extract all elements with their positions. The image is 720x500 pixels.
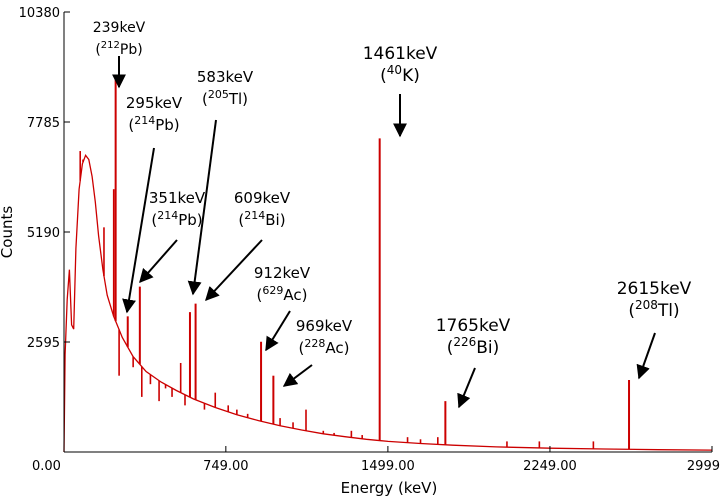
peak-energy-label-9: 2615keV [617, 279, 692, 299]
isotope-mass-number: 205 [208, 88, 229, 101]
isotope-mass-number: 208 [635, 298, 658, 312]
x-tick-label: 749.00 [203, 459, 249, 474]
peak-energy-label-5: 912keV [254, 264, 311, 282]
peak-arrow-8 [457, 367, 476, 409]
peak-energy-label-7: 1461keV [363, 44, 438, 64]
peak-isotope-label-7: (40K) [380, 63, 420, 86]
isotope-element: Ac) [283, 286, 307, 304]
peak-isotope-label-2: (214Pb) [151, 209, 202, 229]
isotope-element: Bi) [265, 211, 285, 229]
peak-arrow-2 [139, 239, 178, 284]
isotope-element: Pb) [178, 211, 202, 229]
isotope-element: Pb) [155, 116, 179, 134]
peak-isotope-label-8: (226Bi) [447, 335, 500, 358]
isotope-mass-number: 40 [387, 63, 402, 77]
peak-arrow-9 [636, 332, 656, 380]
peak-energy-label-4: 609keV [234, 189, 291, 207]
isotope-mass-number: 629 [262, 284, 283, 297]
peak-isotope-label-3: (205Tl) [202, 88, 248, 108]
isotope-mass-number: 214 [134, 114, 155, 127]
isotope-element: Ac) [325, 339, 349, 357]
x-tick-label: 2999 [687, 459, 720, 474]
peak-isotope-label-1: (214Pb) [128, 114, 179, 134]
x-axis-title: Energy (keV) [341, 479, 438, 497]
peak-energy-label-3: 583keV [197, 68, 254, 86]
isotope-mass-number: 212 [101, 40, 120, 51]
peak-energy-label-6: 969keV [296, 317, 353, 335]
peak-energy-label-0: 239keV [93, 20, 146, 36]
peak-isotope-label-4: (214Bi) [238, 209, 285, 229]
y-tick-label: 10380 [19, 6, 60, 21]
peak-arrow-1 [122, 147, 155, 314]
isotope-element: Pb) [120, 42, 143, 58]
peak-arrow-5 [265, 310, 291, 352]
isotope-element: Bi) [476, 338, 499, 358]
spectrum-layer [63, 78, 713, 453]
y-tick-label: 5190 [27, 226, 60, 241]
peak-isotope-label-0: (212Pb) [95, 40, 142, 58]
peak-isotope-label-9: (208Tl) [628, 298, 679, 321]
axes-layer: 0.00 749.00 1499.00 2249.00 2999 2595 5190 7785… [19, 6, 720, 474]
isotope-element: Tl) [657, 301, 680, 321]
isotope-mass-number: 226 [453, 335, 476, 349]
peak-energy-label-2: 351keV [149, 189, 206, 207]
x-tick-label: 2249.00 [523, 459, 577, 474]
isotope-mass-number: 214 [157, 209, 178, 222]
peak-isotope-label-6: (228Ac) [299, 337, 350, 357]
x-tick-label: 0.00 [32, 459, 61, 474]
peak-arrow-4 [205, 239, 263, 302]
peak-energy-label-8: 1765keV [436, 316, 511, 336]
isotope-element: Tl) [228, 90, 248, 108]
y-tick-label: 7785 [27, 116, 60, 131]
peak-energy-label-1: 295keV [126, 94, 183, 112]
isotope-mass-number: 228 [304, 337, 325, 350]
isotope-element: K) [402, 66, 420, 86]
peak-isotope-label-5: (629Ac) [257, 284, 308, 304]
y-tick-label: 2595 [27, 336, 60, 351]
annotation-layer: 239keV (212Pb) 295keV (214Pb) 351keV (214Pb) 5… [93, 20, 692, 409]
isotope-mass-number: 214 [244, 209, 265, 222]
spectrum-continuum [63, 153, 713, 453]
peak-arrow-3 [187, 119, 217, 296]
peak-arrow-6 [282, 364, 313, 387]
y-axis-title: Counts [0, 206, 16, 259]
x-tick-label: 1499.00 [361, 459, 415, 474]
